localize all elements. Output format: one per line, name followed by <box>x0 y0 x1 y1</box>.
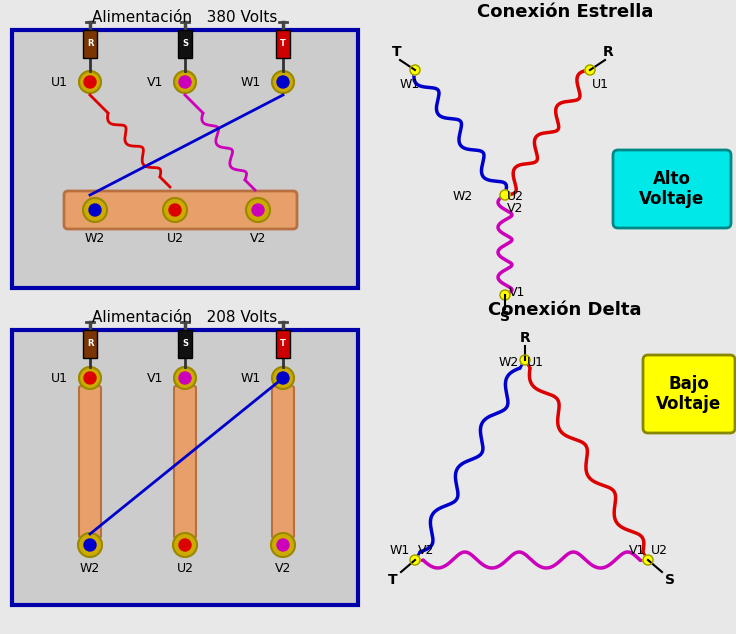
Text: V2: V2 <box>507 202 523 216</box>
Circle shape <box>84 539 96 551</box>
Circle shape <box>277 76 289 88</box>
Circle shape <box>84 76 96 88</box>
FancyBboxPatch shape <box>178 330 192 358</box>
Circle shape <box>174 367 196 389</box>
Circle shape <box>246 198 270 222</box>
FancyBboxPatch shape <box>178 30 192 58</box>
Text: W1: W1 <box>400 77 420 91</box>
Circle shape <box>89 204 101 216</box>
Circle shape <box>174 71 196 93</box>
Text: W2: W2 <box>453 190 473 204</box>
Circle shape <box>179 76 191 88</box>
Text: U2: U2 <box>177 562 194 574</box>
Circle shape <box>163 198 187 222</box>
Text: R: R <box>87 39 93 48</box>
Text: R: R <box>87 339 93 349</box>
Circle shape <box>78 533 102 557</box>
FancyBboxPatch shape <box>174 386 196 538</box>
Text: U1: U1 <box>51 75 68 89</box>
Text: U2: U2 <box>651 543 668 557</box>
Text: W2: W2 <box>499 356 519 370</box>
Text: U1: U1 <box>592 77 609 91</box>
Text: T: T <box>392 45 402 59</box>
Circle shape <box>271 533 295 557</box>
Text: Bajo
Voltaje: Bajo Voltaje <box>657 375 721 413</box>
Text: U2: U2 <box>507 190 524 204</box>
Text: W1: W1 <box>241 75 261 89</box>
Circle shape <box>252 204 264 216</box>
Circle shape <box>79 71 101 93</box>
Text: V2: V2 <box>275 562 291 574</box>
Text: V2: V2 <box>250 231 266 245</box>
Text: W2: W2 <box>80 562 100 574</box>
Circle shape <box>272 367 294 389</box>
Text: T: T <box>280 339 286 349</box>
Circle shape <box>500 290 510 300</box>
Text: S: S <box>665 573 675 587</box>
Circle shape <box>585 65 595 75</box>
FancyBboxPatch shape <box>613 150 731 228</box>
Text: W1: W1 <box>241 372 261 384</box>
Circle shape <box>179 372 191 384</box>
Circle shape <box>643 555 653 565</box>
Text: V1: V1 <box>509 285 526 299</box>
Text: W2: W2 <box>85 231 105 245</box>
Text: S: S <box>182 39 188 48</box>
FancyBboxPatch shape <box>272 386 294 538</box>
Text: T: T <box>280 39 286 48</box>
Text: Alimentación   380 Volts: Alimentación 380 Volts <box>92 11 277 25</box>
Circle shape <box>272 71 294 93</box>
Text: V1: V1 <box>629 543 645 557</box>
Circle shape <box>277 372 289 384</box>
Text: U2: U2 <box>166 231 183 245</box>
Circle shape <box>520 355 530 365</box>
Text: T: T <box>388 573 398 587</box>
Circle shape <box>173 533 197 557</box>
Text: S: S <box>182 339 188 349</box>
Text: Conexión Delta: Conexión Delta <box>488 301 642 319</box>
Circle shape <box>410 555 420 565</box>
Text: U1: U1 <box>51 372 68 384</box>
Text: W1: W1 <box>390 543 410 557</box>
FancyBboxPatch shape <box>12 30 358 288</box>
Circle shape <box>410 65 420 75</box>
Text: R: R <box>520 331 531 345</box>
Text: V1: V1 <box>146 372 163 384</box>
Circle shape <box>277 539 289 551</box>
Text: R: R <box>603 45 613 59</box>
Circle shape <box>84 372 96 384</box>
FancyBboxPatch shape <box>276 30 290 58</box>
Text: Conexión Estrella: Conexión Estrella <box>477 3 653 21</box>
Circle shape <box>83 198 107 222</box>
FancyBboxPatch shape <box>83 330 97 358</box>
Text: V2: V2 <box>418 543 434 557</box>
Circle shape <box>179 539 191 551</box>
Text: U1: U1 <box>527 356 544 370</box>
Text: Alimentación   208 Volts: Alimentación 208 Volts <box>93 311 277 325</box>
FancyBboxPatch shape <box>79 386 101 538</box>
Text: V1: V1 <box>146 75 163 89</box>
Text: Alto
Voltaje: Alto Voltaje <box>640 170 704 209</box>
Text: S: S <box>500 310 510 324</box>
FancyBboxPatch shape <box>12 330 358 605</box>
Circle shape <box>79 367 101 389</box>
FancyBboxPatch shape <box>276 330 290 358</box>
Circle shape <box>169 204 181 216</box>
FancyBboxPatch shape <box>83 30 97 58</box>
Circle shape <box>500 190 510 200</box>
FancyBboxPatch shape <box>64 191 297 229</box>
FancyBboxPatch shape <box>643 355 735 433</box>
